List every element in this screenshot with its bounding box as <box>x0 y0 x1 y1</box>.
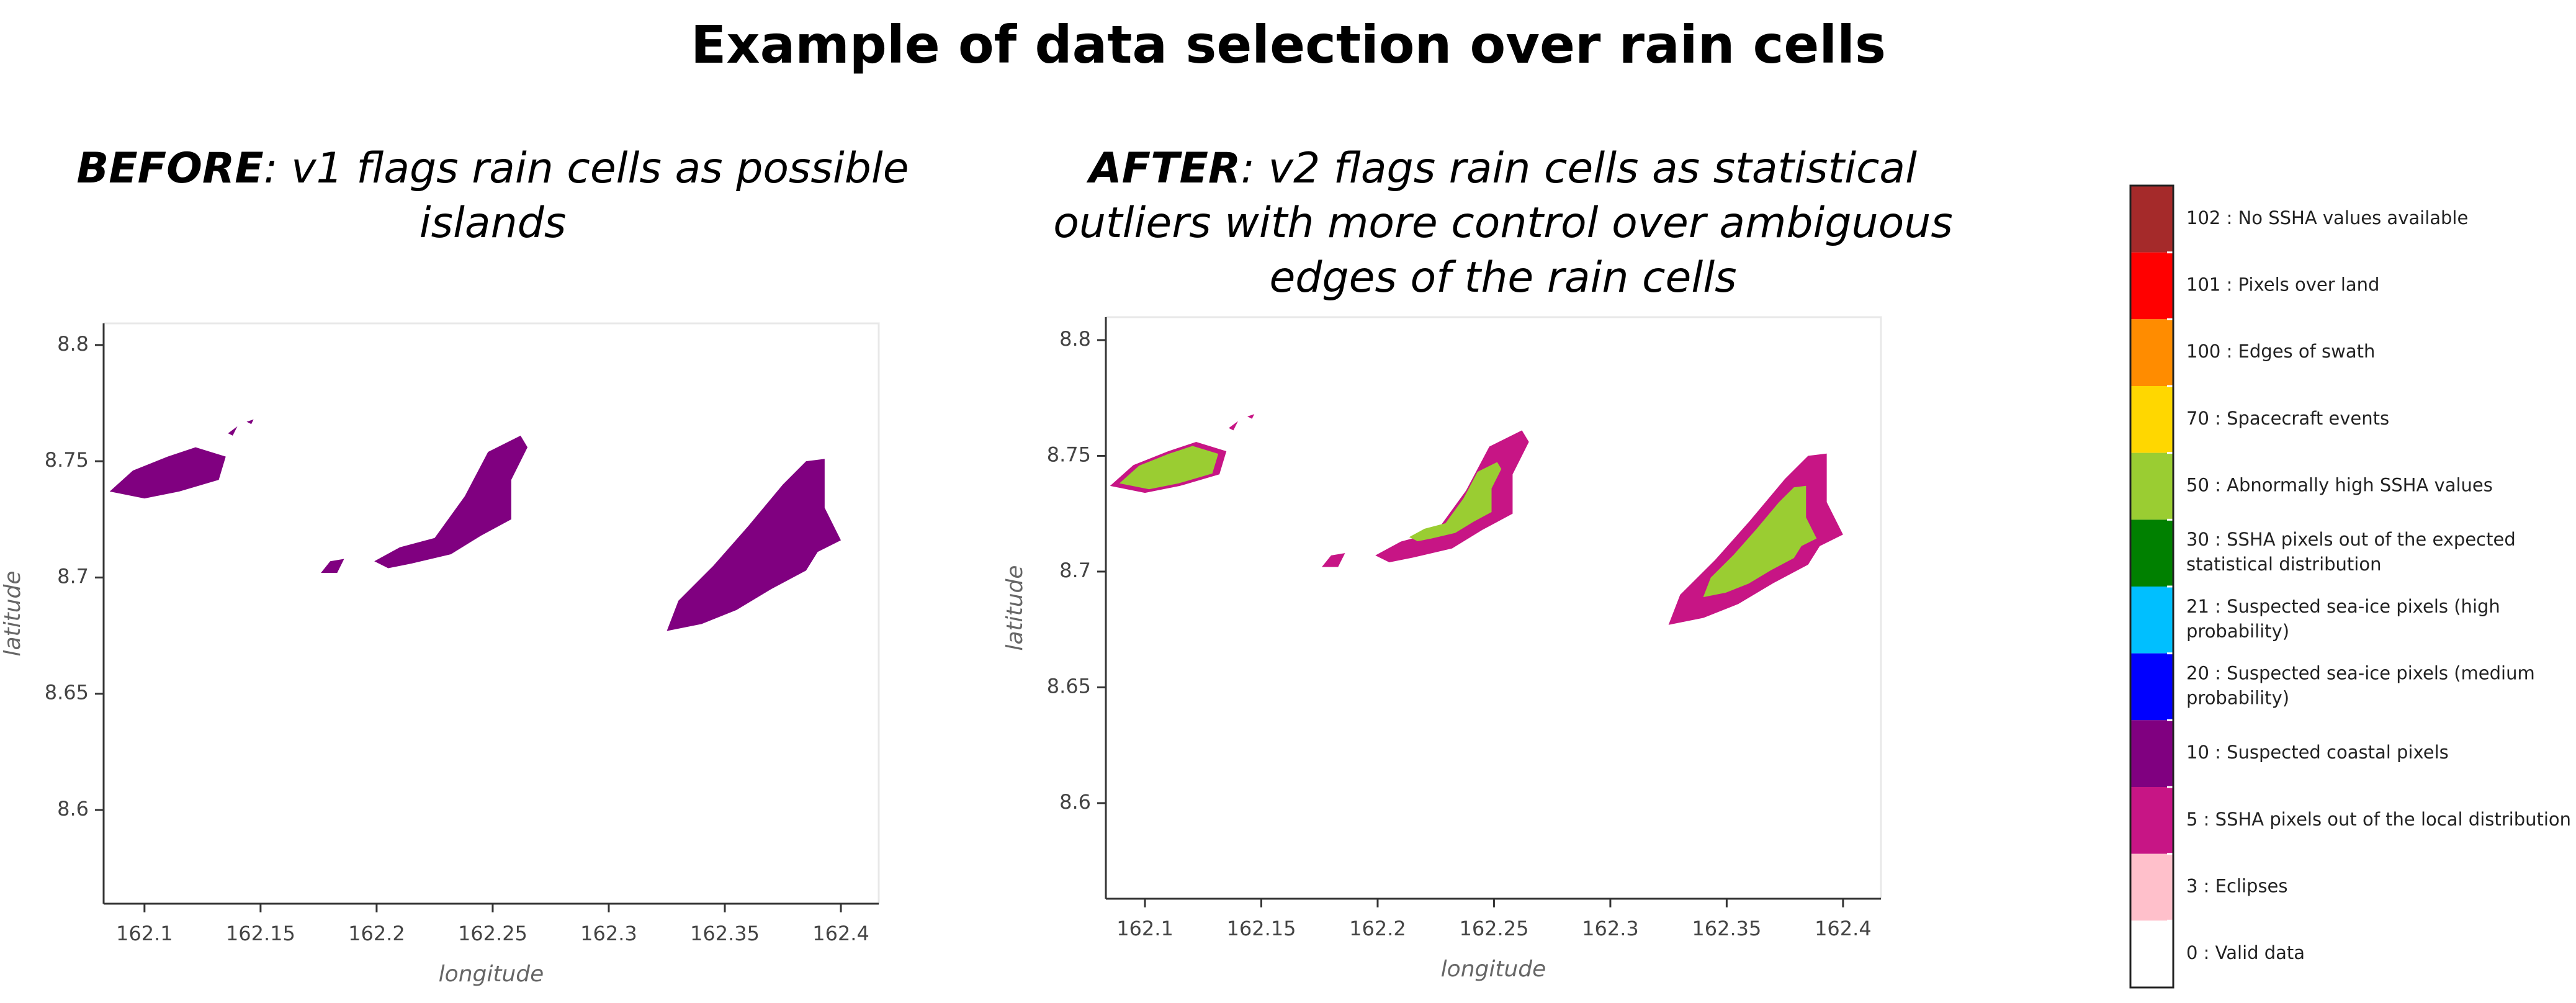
legend-label: 20 : Suspected sea-ice pixels (medium <box>2186 663 2535 684</box>
legend-label: probability) <box>2186 688 2289 709</box>
legend-label: 100 : Edges of swath <box>2186 341 2375 362</box>
legend-swatch <box>2130 920 2173 987</box>
legend-swatch <box>2130 319 2173 386</box>
rain-cell <box>666 459 841 631</box>
chart-title: outliers with more control over ambiguou… <box>1053 199 1953 248</box>
y-tick-label: 8.75 <box>45 448 89 472</box>
rain-cell <box>1247 414 1255 419</box>
legend-border <box>2129 184 2174 989</box>
legend-label: 50 : Abnormally high SSHA values <box>2186 475 2493 496</box>
legend-label: 70 : Spacecraft events <box>2186 408 2389 429</box>
y-tick-label: 8.7 <box>1059 559 1091 582</box>
x-tick-label: 162.4 <box>1815 917 1872 940</box>
legend-swatch <box>2130 519 2173 587</box>
y-tick-label: 8.6 <box>1059 790 1091 814</box>
y-tick-label: 8.8 <box>57 332 89 356</box>
rain-cell-core <box>1409 462 1502 542</box>
legend-swatch <box>2130 853 2173 921</box>
y-axis-label: latitude <box>0 570 25 656</box>
rain-cell <box>246 419 254 425</box>
x-axis-label: longitude <box>1441 956 1546 982</box>
legend-label: 5 : SSHA pixels out of the local distrib… <box>2186 809 2571 830</box>
y-tick-label: 8.6 <box>57 797 89 821</box>
chart-title-line: : v2 flags rain cells as statistical <box>1241 144 1917 193</box>
chart-title-bold: AFTER <box>1086 144 1241 193</box>
rain-cell-core <box>1119 446 1219 490</box>
x-tick-label: 162.3 <box>580 922 637 945</box>
x-tick-label: 162.4 <box>812 922 869 945</box>
chart-title: islands <box>420 199 567 248</box>
x-tick-label: 162.3 <box>1582 917 1639 940</box>
plot-frame <box>1106 316 1882 899</box>
legend-swatch <box>2130 653 2173 721</box>
x-tick-label: 162.1 <box>116 922 173 945</box>
legend-swatch <box>2130 787 2173 854</box>
y-tick-label: 8.65 <box>45 681 89 704</box>
rain-cell <box>321 559 344 573</box>
x-tick-label: 162.2 <box>1349 917 1406 940</box>
chart-title: AFTER: v2 flags rain cells as statistica… <box>1086 144 1917 193</box>
y-axis-label: latitude <box>1002 565 1028 650</box>
legend-label: 3 : Eclipses <box>2186 876 2288 897</box>
plot-frame <box>104 322 880 904</box>
chart-title-line: outliers with more control over ambiguou… <box>1053 199 1953 248</box>
rain-cell <box>374 435 528 569</box>
x-tick-label: 162.25 <box>1459 917 1528 940</box>
legend-swatch <box>2130 186 2173 253</box>
chart-title-line: edges of the rain cells <box>1269 253 1736 302</box>
x-tick-label: 162.25 <box>458 922 527 945</box>
chart-title: BEFORE: v1 flags rain cells as possible <box>76 144 909 193</box>
x-tick-label: 162.2 <box>348 922 405 945</box>
legend-label: 10 : Suspected coastal pixels <box>2186 742 2449 763</box>
chart-title: edges of the rain cells <box>1269 253 1736 302</box>
legend-label: 30 : SSHA pixels out of the expected <box>2186 529 2516 550</box>
legend-swatch <box>2130 386 2173 453</box>
slide-title: Example of data selection over rain cell… <box>691 14 1886 75</box>
legend-label: 0 : Valid data <box>2186 942 2305 963</box>
chart-title-line: : v1 flags rain cells as possible <box>264 144 909 193</box>
rain-cell <box>228 426 238 436</box>
legend-swatch <box>2130 587 2173 654</box>
legend-label: 21 : Suspected sea-ice pixels (high <box>2186 596 2500 617</box>
legend-label: 102 : No SSHA values available <box>2186 207 2468 228</box>
legend-label: statistical distribution <box>2186 554 2381 575</box>
y-tick-label: 8.8 <box>1059 327 1091 351</box>
x-tick-label: 162.35 <box>1692 917 1761 940</box>
rain-cell <box>1321 553 1345 567</box>
y-tick-label: 8.7 <box>57 564 89 588</box>
x-axis-label: longitude <box>439 961 544 987</box>
rain-cell <box>109 447 226 499</box>
chart-title-bold: BEFORE <box>76 144 263 193</box>
rain-cell-core <box>1703 485 1817 598</box>
x-tick-label: 162.35 <box>690 922 760 945</box>
chart-title-line: islands <box>420 199 567 248</box>
x-tick-label: 162.15 <box>1226 917 1296 940</box>
legend-swatch <box>2130 452 2173 520</box>
x-tick-label: 162.15 <box>226 922 295 945</box>
x-tick-label: 162.1 <box>1116 917 1174 940</box>
y-tick-label: 8.75 <box>1047 443 1091 466</box>
rain-cell <box>1228 421 1238 431</box>
legend-label: 101 : Pixels over land <box>2186 274 2379 295</box>
y-tick-label: 8.65 <box>1047 674 1091 698</box>
legend-swatch <box>2130 720 2173 787</box>
legend-label: probability) <box>2186 621 2289 642</box>
legend-swatch <box>2130 252 2173 320</box>
rain-cell <box>1375 430 1529 563</box>
